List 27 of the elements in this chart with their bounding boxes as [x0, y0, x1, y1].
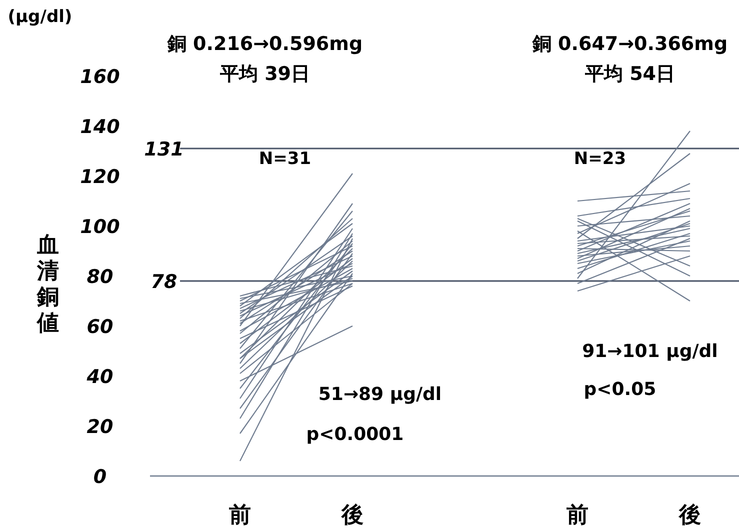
annotation: p<0.05	[584, 379, 656, 400]
y-tick-label: 40	[86, 366, 114, 388]
x-tick-label: 後	[340, 503, 364, 528]
y-tick-label: 120	[80, 166, 120, 188]
x-tick-label: 前	[566, 503, 588, 528]
y-tick-label: 140	[80, 116, 120, 138]
ref-line-label: 131	[144, 138, 184, 160]
annotation: 平均 54日	[584, 63, 676, 85]
annotation: 51→89 μg/dl	[318, 384, 442, 405]
text: (μg/dl)	[8, 7, 72, 27]
ref-line-label: 78	[150, 271, 178, 293]
text: 銅 0.216→0.596mg	[166, 33, 363, 55]
x-tick-label: 後	[678, 503, 701, 528]
y-tick-label: 80	[86, 266, 114, 288]
annotation: N=31	[258, 149, 312, 169]
ylabel: 血清銅値	[37, 233, 59, 336]
annotation: N=23	[574, 149, 626, 169]
y-tick-label: 0	[93, 466, 107, 488]
x-tick-label: 前	[228, 503, 251, 528]
y-tick-label: 20	[86, 416, 114, 438]
y-tick-label: 160	[80, 66, 120, 88]
y-tick-label: 100	[80, 216, 120, 238]
text: 銅 0.647→0.366mg	[531, 33, 728, 55]
y-tick-label: 60	[86, 316, 114, 338]
annotation: 91→101 μg/dl	[582, 341, 718, 362]
annotation: p<0.0001	[306, 424, 404, 445]
annotation: 平均 39日	[218, 63, 310, 85]
